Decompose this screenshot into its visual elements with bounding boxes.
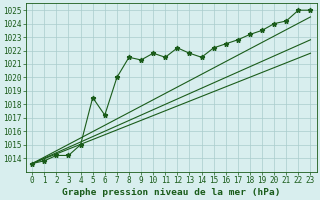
X-axis label: Graphe pression niveau de la mer (hPa): Graphe pression niveau de la mer (hPa) bbox=[62, 188, 281, 197]
